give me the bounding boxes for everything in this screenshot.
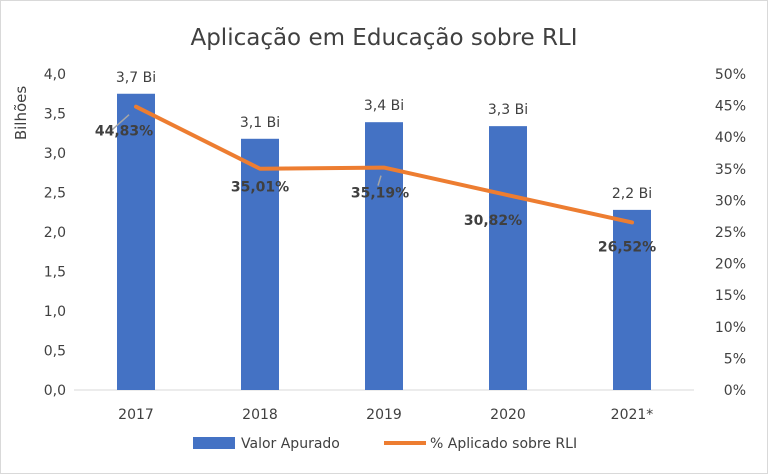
y-left-tick-label: 1,5: [44, 265, 66, 281]
bar-data-label: 3,1 Bi: [240, 115, 280, 131]
line-data-labels: 44,83% 35,01% 35,19% 30,82% 26,52%: [95, 124, 656, 256]
bar: [489, 126, 527, 390]
bar-data-label: 2,2 Bi: [612, 186, 652, 202]
legend-label: % Aplicado sobre RLI: [430, 436, 577, 452]
legend-label: Valor Apurado: [241, 436, 340, 452]
bar-series: [117, 93, 651, 390]
bar-data-label: 3,7 Bi: [116, 70, 156, 86]
line-data-label: 26,52%: [598, 239, 656, 255]
label-leader-line: [377, 175, 382, 186]
line-data-label: 35,01%: [231, 180, 289, 196]
bar-data-label: 3,3 Bi: [488, 102, 528, 118]
y-left-tick-label: 1,0: [44, 304, 66, 320]
line-data-label: 35,19%: [351, 186, 409, 202]
legend-swatch-bar: [193, 437, 235, 449]
label-leader-line: [109, 114, 130, 133]
bar: [365, 122, 403, 390]
bar: [241, 138, 279, 390]
y-right-tick-label: 40%: [715, 130, 746, 146]
y-right-tick-label: 5%: [724, 351, 746, 367]
bar: [613, 209, 651, 390]
x-tick-label: 2017: [118, 407, 154, 423]
x-tick-label: 2018: [242, 407, 278, 423]
y-right-tick-label: 20%: [715, 257, 746, 273]
line-path: [134, 104, 634, 225]
y-right-tick-label: 45%: [715, 99, 746, 115]
y-left-tick-label: 4,0: [44, 67, 66, 83]
y-right-tick-label: 0%: [724, 383, 746, 399]
bar: [117, 93, 155, 390]
y-left-tick-label: 3,0: [44, 146, 66, 162]
line-data-label: 44,83%: [95, 124, 153, 140]
x-axis-ticks: 2017 2018 2019 2020 2021*: [118, 407, 653, 423]
line-data-label: 30,82%: [464, 213, 522, 229]
y-left-tick-label: 3,5: [44, 107, 66, 123]
chart-title: Aplicação em Educação sobre RLI: [190, 25, 577, 51]
bar-data-labels: 3,7 Bi 3,1 Bi 3,4 Bi 3,3 Bi 2,2 Bi: [116, 70, 652, 202]
y-right-tick-label: 30%: [715, 193, 746, 209]
y-right-tick-label: 15%: [715, 288, 746, 304]
y-axis-right-ticks: 0% 5% 10% 15% 20% 25% 30% 35% 40% 45% 50%: [715, 67, 746, 399]
x-tick-label: 2021*: [611, 407, 654, 423]
y-right-tick-label: 50%: [715, 67, 746, 83]
y-axis-title: Bilhões: [12, 86, 30, 141]
legend: Valor Apurado % Aplicado sobre RLI: [193, 436, 577, 452]
y-left-tick-label: 0,5: [44, 344, 66, 360]
y-left-tick-label: 2,0: [44, 225, 66, 241]
x-tick-label: 2020: [490, 407, 526, 423]
y-left-tick-label: 0,0: [44, 383, 66, 399]
y-right-tick-label: 25%: [715, 225, 746, 241]
y-right-tick-label: 10%: [715, 320, 746, 336]
y-left-tick-label: 2,5: [44, 186, 66, 202]
y-axis-left-ticks: 0,0 0,5 1,0 1,5 2,0 2,5 3,0 3,5 4,0: [44, 67, 66, 399]
bar-data-label: 3,4 Bi: [364, 98, 404, 114]
x-tick-label: 2019: [366, 407, 402, 423]
y-right-tick-label: 35%: [715, 162, 746, 178]
line-series: [109, 104, 634, 225]
